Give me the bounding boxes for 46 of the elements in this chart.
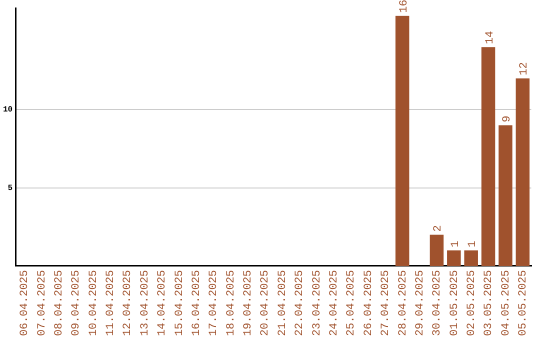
x-tick-label: 23.04.2025 xyxy=(311,270,324,336)
y-tick-label: 5 xyxy=(8,184,13,193)
bar xyxy=(464,250,478,266)
x-tick-label: 24.04.2025 xyxy=(328,270,340,336)
x-tick-label: 10.04.2025 xyxy=(88,270,100,336)
x-tick-label: 26.04.2025 xyxy=(362,270,375,336)
x-tick-label: 19.04.2025 xyxy=(242,270,255,336)
data-label: 1 xyxy=(450,240,462,248)
x-tick-label: 20.04.2025 xyxy=(260,270,272,336)
bar xyxy=(430,234,444,266)
x-tick-label: 30.04.2025 xyxy=(432,270,444,336)
x-tick-label: 02.05.2025 xyxy=(466,270,478,336)
data-label: 14 xyxy=(484,30,496,44)
x-tick-label: 15.04.2025 xyxy=(174,270,186,336)
bar xyxy=(481,47,496,266)
x-tick-label: 28.04.2025 xyxy=(397,270,410,336)
x-tick-label: 14.04.2025 xyxy=(156,270,169,336)
x-tick-label: 13.04.2025 xyxy=(139,270,152,336)
x-tick-label: 18.04.2025 xyxy=(225,270,238,336)
x-tick-label: 07.04.2025 xyxy=(36,270,48,336)
x-tick-label: 29.04.2025 xyxy=(414,270,426,336)
x-tick-label: 01.05.2025 xyxy=(448,270,461,336)
x-tick-label: 03.05.2025 xyxy=(483,270,496,336)
x-tick-label: 08.04.2025 xyxy=(53,270,66,336)
x-tick-label: 12.04.2025 xyxy=(122,270,134,336)
x-tick-label: 27.04.2025 xyxy=(380,270,392,336)
x-tick-label: 16.04.2025 xyxy=(190,270,203,336)
x-tick-label: 04.05.2025 xyxy=(500,270,512,336)
data-label: 16 xyxy=(398,0,410,13)
x-tick-label: 22.04.2025 xyxy=(294,270,306,336)
x-tick-label: 06.04.2025 xyxy=(19,270,32,336)
x-tick-label: 09.04.2025 xyxy=(70,270,83,336)
x-tick-label: 21.04.2025 xyxy=(276,270,289,336)
data-label: 12 xyxy=(518,62,531,76)
x-tick-label: 05.05.2025 xyxy=(518,270,530,336)
bar xyxy=(516,78,530,266)
x-tick-label: 11.04.2025 xyxy=(105,270,118,336)
bar xyxy=(395,16,410,266)
data-label: 1 xyxy=(467,240,480,248)
bar xyxy=(447,250,461,266)
x-tick-label: 17.04.2025 xyxy=(208,270,220,336)
x-tick-label: 25.04.2025 xyxy=(346,270,358,336)
data-label: 2 xyxy=(432,225,445,232)
data-label: 9 xyxy=(501,116,514,122)
y-tick-label: 10 xyxy=(2,106,13,115)
bar xyxy=(498,125,512,266)
